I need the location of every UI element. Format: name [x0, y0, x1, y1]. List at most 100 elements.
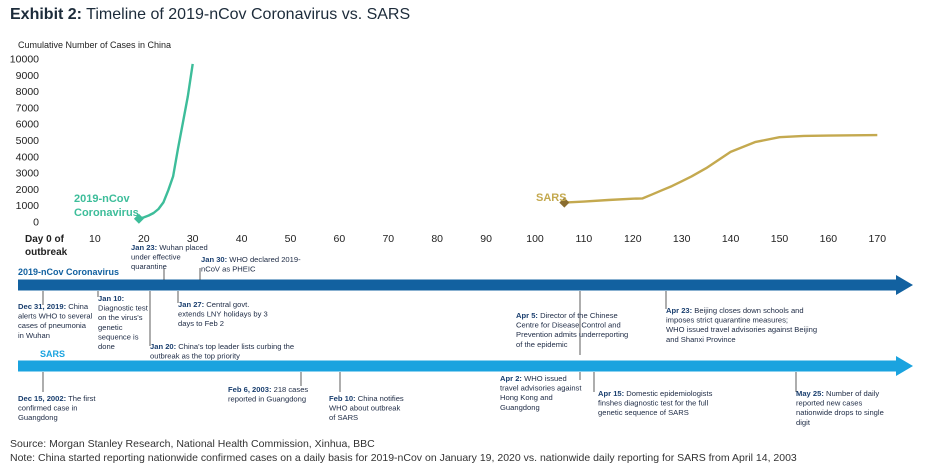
- exhibit-number: Exhibit 2:: [10, 6, 83, 23]
- sars-event-text: Hong Kong and: [500, 393, 553, 402]
- ncov-event-text: days to Feb 2: [178, 319, 224, 328]
- series-start-marker-ncov: [133, 213, 144, 224]
- ncov-timeline-label: 2019-nCov Coronavirus: [18, 267, 119, 277]
- x-tick-label: 110: [576, 233, 593, 245]
- ncov-event-text: genetic: [98, 323, 123, 332]
- x-tick-label: 30: [187, 233, 199, 245]
- ncov-event-date: Jan 23:: [131, 243, 157, 252]
- sars-event-description: The first: [66, 394, 96, 403]
- y-tick-label: 0: [33, 217, 39, 229]
- ncov-event-text: sequence is: [98, 332, 139, 341]
- ncov-event-text: on the virus's: [98, 313, 143, 322]
- ncov-event-text: extends LNY holidays by 3: [178, 310, 268, 319]
- ncov-event-text: in Wuhan: [18, 331, 50, 340]
- ncov-event-date: Dec 31, 2019:: [18, 302, 66, 311]
- x-tick-label: 60: [334, 233, 346, 245]
- sars-event-description: China notifies: [356, 394, 404, 403]
- sars-event-text: Guangdong: [18, 413, 58, 422]
- ncov-event-text: nCoV as PHEIC: [201, 265, 256, 274]
- ncov-event-date: Jan 20:: [150, 342, 176, 351]
- series-label-ncov-line2: Coronavirus: [74, 207, 139, 219]
- ncov-timeline-arrow-head: [896, 275, 913, 295]
- sars-event-description: WHO issued: [522, 374, 567, 383]
- x-tick-label: 70: [382, 233, 394, 245]
- x-tick-label: 100: [526, 233, 544, 245]
- y-tick-label: 6000: [16, 119, 40, 131]
- ncov-event-description: Central govt.: [204, 300, 249, 309]
- ncov-event-text: Centre for Disease Control and: [516, 321, 621, 330]
- ncov-event-date: Jan 30:: [201, 255, 227, 264]
- sars-event-text: WHO about outbreak: [329, 404, 401, 413]
- exhibit-title-text: Timeline of 2019-nCov Coronavirus vs. SA…: [86, 6, 411, 23]
- ncov-event-description: WHO declared 2019-: [227, 255, 301, 264]
- sars-event-date: Apr 2:: [500, 374, 522, 383]
- sars-event-text: of SARS: [329, 413, 358, 422]
- x-tick-label: 150: [771, 233, 789, 245]
- ncov-event-text: Dec 31, 2019: China: [18, 302, 89, 311]
- y-tick-label: 7000: [16, 102, 40, 114]
- ncov-event-text: alerts WHO to several: [18, 312, 93, 321]
- sars-event-text: May 25: Number of daily: [796, 389, 879, 398]
- ncov-event-description: China's top leader lists curbing the: [176, 342, 294, 351]
- ncov-event-text: cases of pneumonia: [18, 321, 87, 330]
- series-line-sars: [564, 133, 878, 204]
- sars-event-text: confirmed case in: [18, 404, 78, 413]
- ncov-event-text: done: [98, 342, 115, 351]
- sars-event-text: genetic sequence of SARS: [598, 408, 689, 417]
- sars-event-date: Apr 15:: [598, 389, 624, 398]
- y-tick-label: 4000: [16, 151, 40, 163]
- sars-event-text: Guangdong: [500, 403, 540, 412]
- sars-event-description: Number of daily: [824, 389, 879, 398]
- x-tick-label: 20: [138, 233, 150, 245]
- sars-event-text: Apr 15: Domestic epidemiologists: [598, 389, 713, 398]
- y-tick-label: 10000: [10, 54, 39, 66]
- y-tick-label: 1000: [16, 200, 40, 212]
- x-tick-label: 140: [722, 233, 740, 245]
- x-tick-label: 40: [236, 233, 248, 245]
- ncov-event-text: Prevention admits underreporting: [516, 330, 628, 339]
- series-label-ncov: 2019-nCov: [74, 193, 131, 205]
- ncov-event-text: Apr 23: Beijing closes down schools and: [666, 306, 804, 315]
- x-tick-label-day0: Day 0 of: [25, 234, 65, 245]
- ncov-event-text: imposes strict quarantine measures;: [666, 316, 788, 325]
- sars-event-text: travel advisories against: [500, 384, 582, 393]
- series-label-sars: SARS: [536, 192, 567, 204]
- source-note: Source: Morgan Stanley Research, Nationa…: [10, 438, 375, 450]
- x-tick-label: 160: [820, 233, 838, 245]
- x-tick-label: 80: [431, 233, 443, 245]
- y-tick-label: 3000: [16, 168, 40, 180]
- y-tick-label: 9000: [16, 70, 40, 82]
- ncov-event-description: Beijing closes down schools and: [692, 306, 803, 315]
- ncov-event-date: Jan 27:: [178, 300, 204, 309]
- sars-event-date: Feb 6, 2003:: [228, 385, 271, 394]
- x-tick-label: 170: [869, 233, 887, 245]
- x-tick-label: 90: [480, 233, 492, 245]
- ncov-event-text: quarantine: [131, 262, 167, 271]
- sars-timeline-label: SARS: [40, 349, 65, 359]
- sars-timeline-arrow-head: [896, 356, 913, 376]
- sars-event-text: nationwide drops to single: [796, 408, 884, 417]
- y-tick-label: 2000: [16, 184, 40, 196]
- sars-event-text: finshes diagnostic test for the full: [598, 399, 708, 408]
- ncov-event-description: China: [66, 302, 89, 311]
- ncov-timeline-arrow-shaft: [18, 279, 898, 291]
- ncov-event-text: Jan 27: Central govt.: [178, 300, 249, 309]
- sars-event-text: digit: [796, 418, 811, 427]
- ncov-event-text: outbreak as the top priority: [150, 352, 240, 361]
- sars-event-text: reported in Guangdong: [228, 395, 306, 404]
- ncov-event-text: Jan 23: Wuhan placed: [131, 243, 208, 252]
- y-axis-label: Cumulative Number of Cases in China: [18, 40, 171, 50]
- ncov-event-text: of the epidemic: [516, 340, 568, 349]
- sars-event-text: Feb 6, 2003: 218 cases: [228, 385, 308, 394]
- ncov-event-text: Diagnostic test: [98, 304, 149, 313]
- x-tick-label: 130: [673, 233, 691, 245]
- x-tick-label-day0-line2: outbreak: [25, 247, 68, 258]
- sars-event-date: Feb 10:: [329, 394, 356, 403]
- ncov-event-text: WHO issued travel advisories against Bei…: [666, 325, 817, 334]
- ncov-event-date: Jan 10:: [98, 294, 124, 303]
- ncov-event-text: under effective: [131, 253, 181, 262]
- sars-event-date: May 25:: [796, 389, 824, 398]
- exhibit-title: Exhibit 2: Timeline of 2019-nCov Coronav…: [10, 6, 410, 24]
